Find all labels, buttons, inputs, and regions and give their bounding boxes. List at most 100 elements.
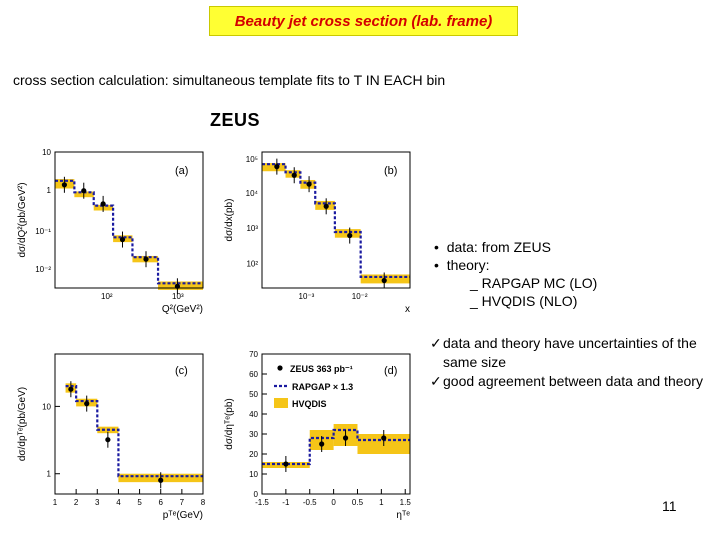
legend-label: ZEUS 363 pb⁻¹: [290, 364, 353, 374]
plot-frame: [54, 353, 204, 495]
x-tick-label: 1.5: [400, 498, 412, 507]
x-axis-label: pᵀᵉ(GeV): [163, 510, 203, 521]
bullet-data: • data: from ZEUS: [434, 239, 551, 255]
hvqdis-band: [158, 281, 203, 290]
x-tick-label: 5: [137, 498, 142, 507]
y-tick-label: 60: [249, 370, 258, 379]
rapgap-line: [262, 428, 410, 466]
check-text: data and theory have uncertainties of th…: [443, 335, 697, 370]
legend-label: RAPGAP × 1.3: [292, 382, 353, 392]
data-point: [319, 441, 325, 447]
x-tick-label: 2: [74, 498, 79, 507]
x-tick-label: -0.5: [303, 498, 317, 507]
check-text: good agreement between data and theory: [443, 373, 703, 389]
bullet-list: • data: from ZEUS • theory: _ RAPGAP MC …: [434, 238, 597, 310]
x-tick-label: 10⁻³: [299, 292, 315, 301]
data-point: [61, 182, 67, 188]
plot-panel-1: 10² 10³ 10 1 10⁻¹ 10⁻² (a) Q²(GeV²) dσ/dQ²(pb/Ge…: [17, 148, 204, 315]
x-tick-label: 1: [379, 498, 384, 507]
bullet-data-text: data: from ZEUS: [446, 239, 551, 255]
y-tick-label: 10⁴: [246, 189, 259, 198]
page-number: 11: [662, 498, 677, 514]
experiment-label: ZEUS: [210, 110, 261, 130]
hvqdis-band: [334, 229, 361, 238]
panel-label: (b): [384, 165, 397, 177]
panel-label: (c): [175, 365, 188, 377]
x-tick-label: 8: [201, 498, 206, 507]
data-point: [119, 236, 126, 243]
legend-label: HVQDIS: [292, 399, 327, 409]
hvqdis-band: [262, 163, 286, 172]
data-point: [323, 203, 329, 209]
y-axis-label: dσ/dηᵀᵉ(pb): [224, 398, 235, 449]
rapgap-line: [65, 385, 203, 478]
plot-panel-3: 1 2 3 4 5 6 7 8 10 1 (c) pᵀᵉ(GeV) dσ/dpᵀᵉ(pb/GeV): [17, 353, 206, 521]
data-point: [283, 461, 289, 467]
panel-label: (a): [175, 165, 188, 177]
y-tick-label: 10²: [246, 260, 258, 269]
check-item: ✓ data and theory have uncertainties of t…: [430, 334, 715, 372]
y-tick-label: 20: [249, 450, 258, 459]
y-axis-label: dσ/dQ²(pb/GeV²): [17, 182, 28, 257]
y-tick-label: 1: [47, 186, 52, 195]
legend-hvqdis-marker: [274, 398, 288, 408]
data-point: [306, 181, 312, 187]
y-tick-label: 10: [42, 402, 51, 411]
data-point: [291, 172, 297, 178]
x-axis-label: x: [405, 304, 410, 315]
data-point: [158, 477, 164, 483]
check-item: ✓ good agreement between data and theory: [430, 372, 715, 391]
x-tick-label: 10³: [172, 292, 184, 301]
rapgap-line: [262, 163, 410, 279]
data-point: [381, 277, 387, 284]
bullet-theory: • theory:: [434, 257, 490, 273]
chart-legend: ZEUS 363 pb⁻¹ RAPGAP × 1.3 HVQDIS: [274, 364, 353, 409]
check-list: ✓ data and theory have uncertainties of t…: [430, 334, 715, 391]
plot-frame: [54, 151, 204, 289]
legend-data-marker: [277, 365, 283, 371]
data-point: [381, 435, 387, 441]
check-icon: ✓: [430, 335, 442, 351]
theory-item-hvqdis: _ HVQDIS (NLO): [470, 293, 578, 309]
x-axis-label: ηᵀᵉ: [396, 510, 410, 521]
data-point: [84, 401, 90, 407]
y-tick-label: 10⁻²: [35, 265, 51, 274]
data-point: [347, 232, 353, 239]
x-tick-label: 0.5: [352, 498, 364, 507]
plot-frame: [261, 353, 411, 495]
y-tick-label: 10⁻¹: [35, 227, 51, 236]
plot-frame: [261, 151, 411, 289]
x-tick-label: 10²: [101, 292, 113, 301]
plot-panel-2: 10⁻³ 10⁻² 10⁵ 10⁴ 10³ 10² (b) x dσ/dx(pb): [224, 151, 411, 315]
x-axis-label: Q²(GeV²): [162, 304, 203, 315]
x-tick-label: 0: [331, 498, 336, 507]
bullet-theory-text: theory:: [446, 257, 490, 273]
y-tick-label: 70: [249, 350, 258, 359]
x-tick-label: 10⁻²: [352, 292, 368, 301]
data-point: [100, 201, 106, 207]
y-axis-label: dσ/dpᵀᵉ(pb/GeV): [17, 387, 28, 461]
check-icon: ✓: [430, 373, 442, 389]
slide-title: Beauty jet cross section (lab. frame): [209, 6, 518, 36]
x-tick-label: 6: [158, 498, 163, 507]
x-tick-label: 4: [116, 498, 121, 507]
data-point: [342, 435, 349, 441]
y-tick-label: 10: [42, 148, 51, 157]
y-tick-label: 0: [254, 490, 259, 499]
y-axis-label: dσ/dx(pb): [224, 199, 235, 242]
y-tick-label: 10⁵: [246, 155, 258, 164]
x-tick-label: -1: [282, 498, 290, 507]
x-tick-label: -1.5: [255, 498, 269, 507]
y-tick-label: 30: [249, 430, 258, 439]
x-tick-label: 1: [53, 498, 58, 507]
y-tick-label: 40: [249, 410, 258, 419]
data-point: [105, 437, 111, 443]
plot-panel-4: -1.5 -1 -0.5 0 0.5 1 1.5 0 10 20 30 40 50 60 70 (d) ηᵀᵉ d…: [224, 350, 411, 521]
y-tick-label: 10: [249, 470, 258, 479]
data-point: [81, 188, 87, 194]
y-tick-label: 10³: [246, 224, 258, 233]
x-tick-label: 3: [95, 498, 100, 507]
y-tick-label: 1: [47, 470, 52, 479]
x-tick-label: 7: [180, 498, 185, 507]
